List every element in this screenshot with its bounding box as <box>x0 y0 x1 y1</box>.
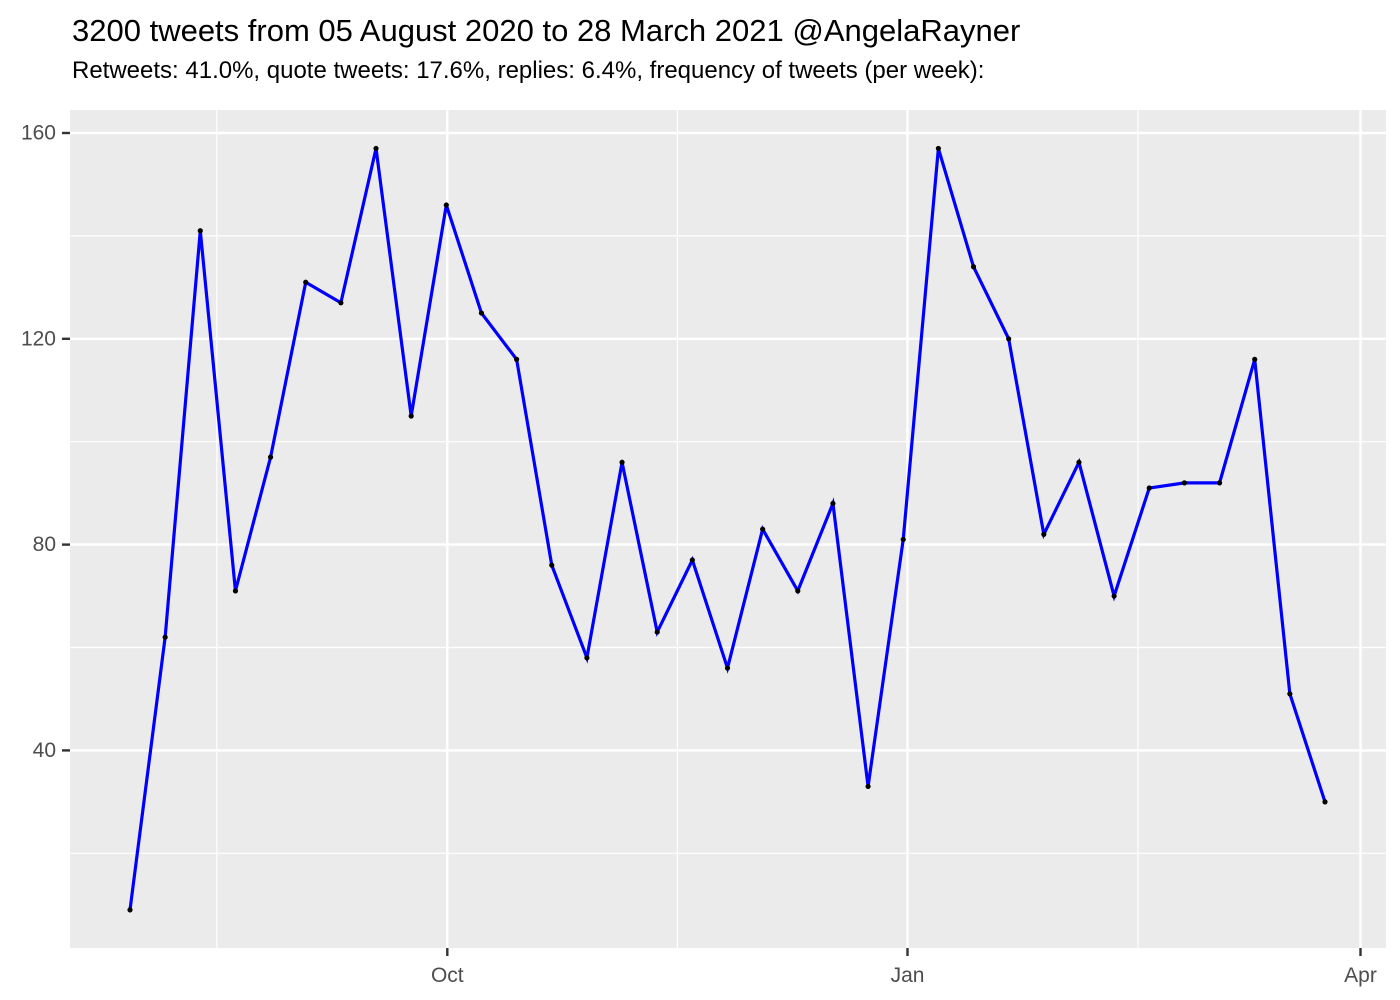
y-tick-label: 120 <box>21 327 56 350</box>
data-point <box>724 665 731 671</box>
data-point <box>162 634 168 640</box>
y-tick-label: 160 <box>21 122 56 145</box>
data-point <box>865 783 871 790</box>
panel-background <box>70 110 1386 948</box>
data-point <box>935 145 941 152</box>
y-tick-label: 80 <box>33 533 56 556</box>
x-tick-label: Oct <box>431 964 464 987</box>
data-point <box>584 655 590 661</box>
data-point <box>338 300 344 306</box>
data-point <box>514 356 520 362</box>
x-tick-label: Jan <box>891 964 925 987</box>
data-point <box>1006 336 1012 342</box>
x-tick-label: Apr <box>1344 964 1377 987</box>
data-point <box>408 413 414 419</box>
data-point <box>267 454 274 460</box>
data-point <box>619 459 625 465</box>
data-point <box>1146 485 1152 491</box>
data-point <box>689 557 695 563</box>
data-point <box>1322 799 1328 805</box>
data-point <box>373 145 379 152</box>
chart-subtitle: Retweets: 41.0%, quote tweets: 17.6%, re… <box>72 57 985 84</box>
data-point <box>232 588 239 594</box>
data-point <box>795 588 801 594</box>
data-point <box>1216 480 1223 486</box>
data-point <box>900 536 906 543</box>
data-point <box>303 279 309 285</box>
data-point <box>1111 593 1117 599</box>
data-point <box>1181 480 1188 486</box>
data-point <box>760 526 766 532</box>
data-point <box>443 202 449 208</box>
data-point <box>127 907 133 913</box>
y-tick-label: 40 <box>33 739 56 762</box>
data-point <box>1076 459 1082 465</box>
data-point <box>1041 531 1047 537</box>
data-point <box>830 500 836 507</box>
data-point <box>654 629 660 635</box>
data-point <box>478 310 485 316</box>
data-point <box>549 562 555 568</box>
chart-title: 3200 tweets from 05 August 2020 to 28 Ma… <box>72 13 1021 48</box>
data-point <box>1252 356 1258 362</box>
data-point <box>970 264 977 270</box>
data-point <box>197 228 203 234</box>
data-point <box>1287 691 1293 697</box>
